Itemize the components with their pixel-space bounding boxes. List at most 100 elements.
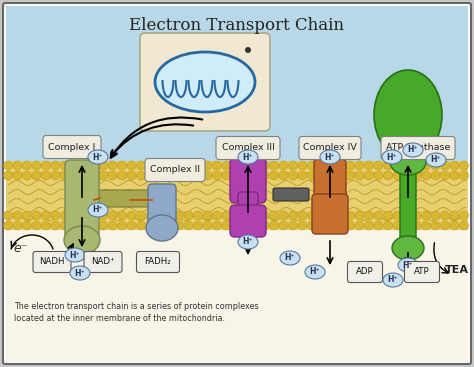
Circle shape	[279, 221, 288, 230]
Circle shape	[241, 221, 250, 230]
Circle shape	[212, 211, 221, 220]
Circle shape	[412, 211, 421, 220]
Ellipse shape	[383, 273, 403, 287]
Circle shape	[336, 171, 345, 180]
Circle shape	[118, 161, 127, 170]
Ellipse shape	[70, 266, 90, 280]
Circle shape	[393, 161, 402, 170]
Circle shape	[22, 211, 31, 220]
Text: H⁺: H⁺	[387, 153, 397, 161]
Circle shape	[431, 171, 440, 180]
Circle shape	[374, 171, 383, 180]
FancyBboxPatch shape	[6, 230, 468, 362]
Circle shape	[193, 211, 202, 220]
Circle shape	[383, 171, 392, 180]
Text: TEA: TEA	[445, 265, 469, 275]
FancyBboxPatch shape	[312, 194, 348, 234]
Circle shape	[317, 171, 326, 180]
Circle shape	[146, 211, 155, 220]
Circle shape	[421, 171, 430, 180]
Text: H⁺: H⁺	[431, 156, 441, 164]
Circle shape	[127, 171, 136, 180]
Circle shape	[327, 161, 336, 170]
Circle shape	[327, 211, 336, 220]
Circle shape	[393, 211, 402, 220]
Circle shape	[440, 161, 449, 170]
Ellipse shape	[382, 150, 402, 164]
Ellipse shape	[155, 52, 255, 112]
Text: located at the inner membrane of the mitochondria.: located at the inner membrane of the mit…	[14, 314, 225, 323]
Circle shape	[212, 161, 221, 170]
Circle shape	[3, 221, 12, 230]
Circle shape	[212, 221, 221, 230]
Text: ATP Synthase: ATP Synthase	[386, 143, 450, 153]
Circle shape	[155, 161, 164, 170]
Text: H⁺: H⁺	[408, 145, 418, 155]
Circle shape	[127, 161, 136, 170]
Circle shape	[61, 161, 70, 170]
Circle shape	[203, 221, 212, 230]
Circle shape	[260, 161, 269, 170]
Circle shape	[459, 211, 468, 220]
Text: Complex I: Complex I	[48, 142, 96, 152]
Circle shape	[155, 221, 164, 230]
Circle shape	[155, 211, 164, 220]
Circle shape	[165, 211, 174, 220]
Circle shape	[308, 221, 317, 230]
Circle shape	[108, 161, 117, 170]
Circle shape	[99, 211, 108, 220]
Circle shape	[459, 221, 468, 230]
Circle shape	[70, 221, 79, 230]
FancyBboxPatch shape	[84, 251, 122, 273]
Circle shape	[459, 161, 468, 170]
Text: FADH₂: FADH₂	[145, 258, 172, 266]
Circle shape	[193, 161, 202, 170]
Circle shape	[203, 161, 212, 170]
Circle shape	[32, 211, 41, 220]
Circle shape	[260, 221, 269, 230]
Circle shape	[289, 171, 298, 180]
Ellipse shape	[398, 258, 418, 272]
FancyBboxPatch shape	[216, 137, 280, 160]
Circle shape	[355, 171, 364, 180]
Circle shape	[412, 161, 421, 170]
Circle shape	[13, 171, 22, 180]
Circle shape	[137, 161, 146, 170]
Circle shape	[231, 211, 240, 220]
FancyBboxPatch shape	[6, 161, 468, 230]
Circle shape	[308, 171, 317, 180]
Circle shape	[137, 221, 146, 230]
Circle shape	[231, 171, 240, 180]
Circle shape	[61, 211, 70, 220]
Text: H⁺: H⁺	[75, 269, 85, 277]
Circle shape	[317, 211, 326, 220]
Circle shape	[365, 211, 374, 220]
Circle shape	[89, 211, 98, 220]
Circle shape	[317, 221, 326, 230]
Circle shape	[146, 221, 155, 230]
Ellipse shape	[392, 236, 424, 260]
Circle shape	[270, 161, 279, 170]
Circle shape	[289, 221, 298, 230]
Circle shape	[51, 161, 60, 170]
Circle shape	[184, 211, 193, 220]
Circle shape	[346, 211, 355, 220]
Circle shape	[99, 221, 108, 230]
Circle shape	[374, 211, 383, 220]
Circle shape	[308, 211, 317, 220]
Circle shape	[155, 171, 164, 180]
Circle shape	[118, 221, 127, 230]
Text: Complex IV: Complex IV	[303, 143, 357, 153]
Text: ATP: ATP	[414, 268, 430, 276]
Circle shape	[32, 221, 41, 230]
Circle shape	[99, 161, 108, 170]
Circle shape	[80, 221, 89, 230]
Circle shape	[245, 47, 251, 53]
Circle shape	[308, 161, 317, 170]
Text: NADH: NADH	[39, 258, 65, 266]
Circle shape	[298, 171, 307, 180]
Text: H⁺: H⁺	[403, 261, 413, 269]
Circle shape	[118, 171, 127, 180]
Circle shape	[402, 211, 411, 220]
Text: H⁺: H⁺	[243, 153, 253, 161]
